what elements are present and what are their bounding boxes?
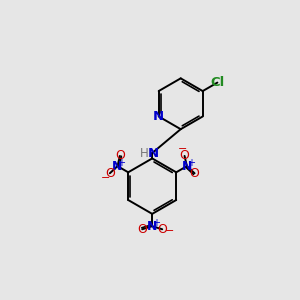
Text: N: N [182,160,192,172]
Text: O: O [157,223,167,236]
Text: N: N [153,110,164,123]
Text: N: N [147,146,158,160]
Text: +: + [152,218,160,228]
Text: O: O [137,223,147,236]
Text: −: − [178,144,187,154]
Text: Cl: Cl [210,76,224,89]
Text: O: O [190,167,200,180]
Text: N: N [112,160,123,172]
Text: −: − [164,226,174,236]
Text: +: + [187,158,195,168]
Text: O: O [115,149,125,162]
Text: H: H [140,146,149,160]
Text: +: + [117,158,125,168]
Text: O: O [180,149,190,162]
Text: O: O [105,167,115,180]
Text: N: N [147,220,158,233]
Text: −: − [100,173,110,184]
